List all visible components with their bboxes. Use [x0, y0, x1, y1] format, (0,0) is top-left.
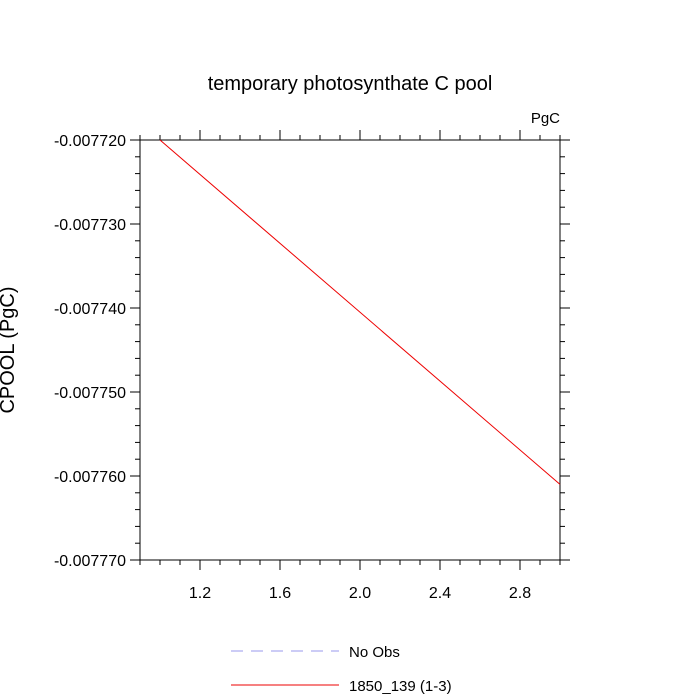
plot-frame [139, 139, 561, 561]
y-tick-label: -0.007760 [54, 469, 126, 486]
y-tick-labels: -0.007720 -0.007730 -0.007740 -0.007750 -0.0… [54, 133, 126, 570]
series-line [159, 139, 561, 485]
x-tick-label: 1.2 [189, 585, 211, 602]
x-tick-label: 2.8 [509, 585, 531, 602]
y-tick-label: -0.007730 [54, 217, 126, 234]
x-tick-labels: 1.2 1.6 2.0 2.4 2.8 [189, 585, 531, 602]
legend: No Obs 1850_139 (1-3) [231, 644, 452, 695]
legend-label: 1850_139 (1-3) [349, 678, 452, 695]
y-tick-label: -0.007750 [54, 385, 126, 402]
y-tick-label: -0.007740 [54, 301, 126, 318]
y-tick-label: -0.007770 [54, 553, 126, 570]
units-label: PgC [531, 110, 560, 127]
y-axis-label: CPOOL (PgC) [0, 286, 19, 413]
y-tick-label: -0.007720 [54, 133, 126, 150]
chart-title: temporary photosynthate C pool [208, 73, 493, 95]
x-tick-label: 2.4 [429, 585, 451, 602]
x-tick-label: 2.0 [349, 585, 371, 602]
axis-ticks [130, 130, 570, 570]
series-lines [159, 139, 561, 485]
legend-label: No Obs [349, 644, 400, 661]
x-tick-label: 1.6 [269, 585, 291, 602]
